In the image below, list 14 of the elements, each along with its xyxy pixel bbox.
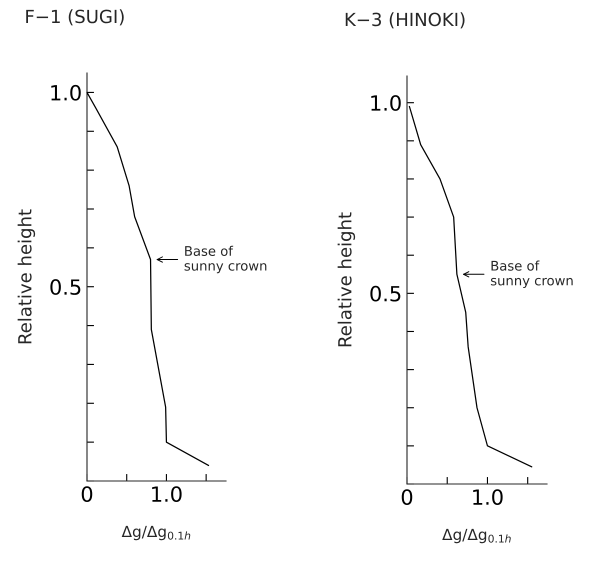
x-tick-label: 0 (402, 489, 412, 505)
y-tick-label: 0.5 (50, 279, 80, 295)
x-axis-title: Δg/Δg$_{0.1h}$ (122, 526, 190, 540)
x-tick-label: 0 (82, 486, 92, 502)
x-tick-label: 1.0 (473, 489, 503, 505)
chart-title: F−1 (SUGI) (26, 9, 124, 26)
x-tick-label: 1.0 (152, 486, 182, 502)
annotation: Base of sunny crown (184, 246, 266, 274)
x-axis-title: Δg/Δg$_{0.1h}$ (442, 528, 511, 544)
y-tick-label: 0.5 (370, 286, 400, 302)
annotation: Base of sunny crown (490, 260, 573, 288)
y-axis-title: Relative height (18, 209, 36, 344)
y-axis-title: Relative height (338, 212, 356, 346)
chart-title: K−3 (HINOKI) (346, 12, 465, 28)
